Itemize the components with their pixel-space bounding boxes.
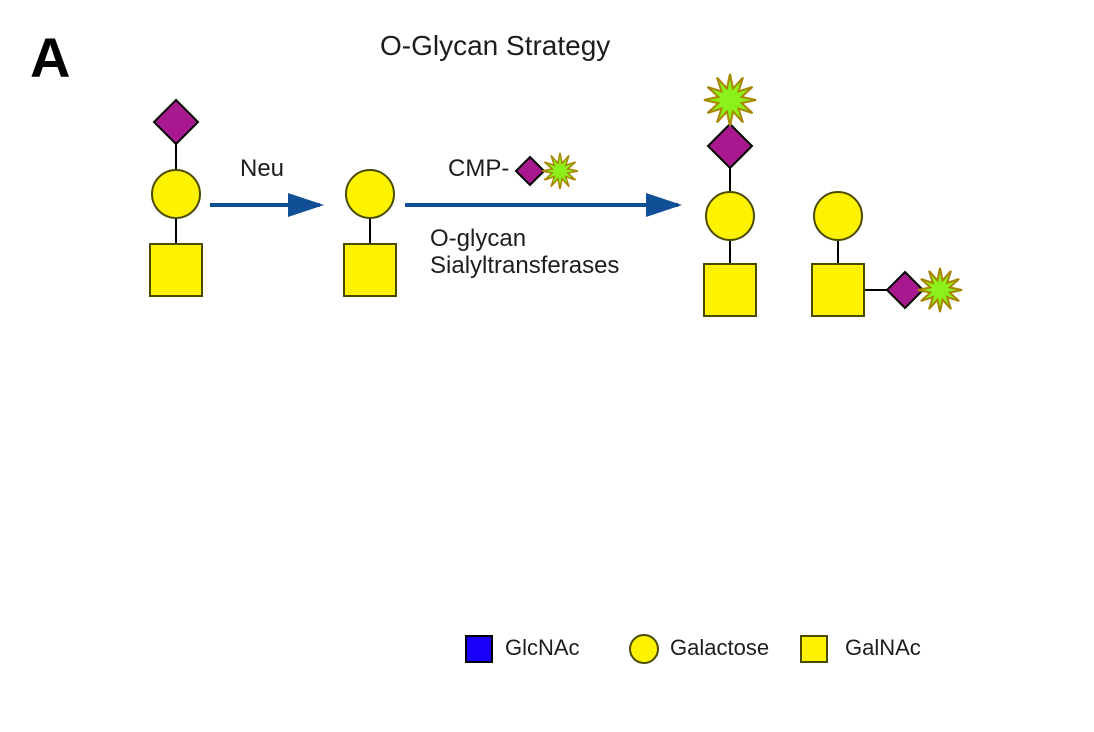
legend-galnac-shape	[800, 635, 830, 665]
legend-galactose-label: Galactose	[670, 635, 769, 661]
structure-4	[0, 0, 1094, 400]
legend-galactose-shape	[628, 633, 660, 665]
diagram-canvas: A O-Glycan Strategy Neu	[0, 0, 1094, 732]
legend-galnac-label: GalNAc	[845, 635, 921, 661]
legend-glcnac-label: GlcNAc	[505, 635, 580, 661]
star-icon	[918, 268, 962, 312]
legend-glcnac-shape	[465, 635, 495, 665]
galnac-square	[812, 264, 864, 316]
galactose-circle	[814, 192, 862, 240]
sialic-diamond	[887, 272, 923, 308]
